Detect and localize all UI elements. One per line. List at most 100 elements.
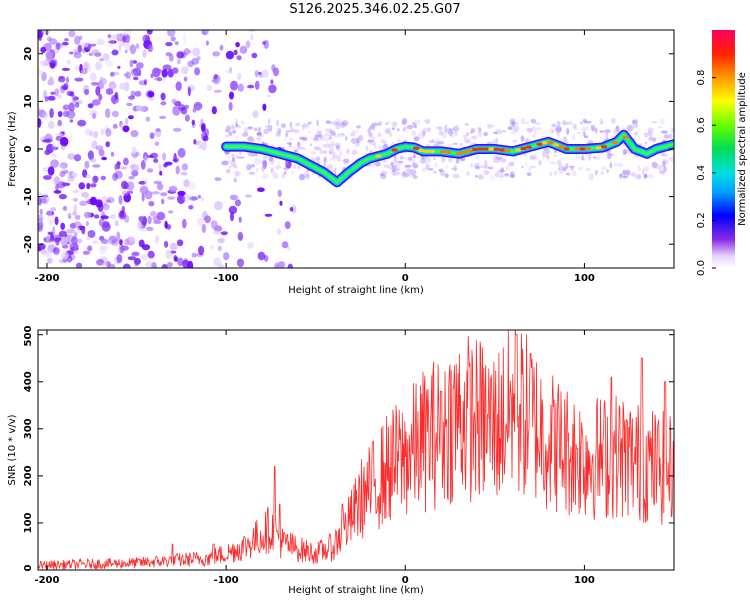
spectrogram-halo-blob [585,126,589,131]
spectrogram-noise-blob [172,127,182,132]
spectrogram-halo-blob [381,140,388,144]
spectrogram-halo-blob [325,120,331,124]
spectrogram-noise-blob [123,157,129,166]
spectrogram-noise-blob [183,76,188,82]
spectrogram-halo-blob [636,174,642,180]
spectrogram-halo-blob [464,123,469,126]
spectrogram-noise-blob [99,58,104,62]
spectrogram-halo-blob [316,129,320,133]
spectrogram-noise-blob [196,56,201,61]
spectrogram-noise-blob [153,180,162,185]
spectrogram-noise-blob [237,83,244,92]
spectrogram-halo-blob [452,173,460,179]
spectrogram-halo-blob [486,141,494,145]
spectrogram-noise-blob [55,183,59,191]
spectrogram-halo-blob [321,150,327,154]
spectrogram-halo-blob [622,175,627,179]
spectrogram-halo-blob [549,161,556,164]
spectrogram-noise-blob [74,214,81,220]
spectrogram-halo-blob [401,117,408,125]
spectrogram-noise-blob [62,205,68,211]
spectrogram-halo-blob [402,128,406,132]
spectrogram-noise-blob [74,77,84,82]
spectrogram-noise-blob [81,227,86,235]
spectrogram-halo-blob [460,143,463,146]
spectrogram-halo-blob [391,127,395,130]
spectrogram-halo-blob [256,168,259,173]
spectrogram-noise-blob [47,95,56,101]
spectrogram-noise-blob [150,211,157,217]
spectrogram-halo-blob [381,176,385,179]
spectrogram-halo-blob [274,165,282,170]
spectrogram-halo-blob [329,147,334,154]
spectrogram-noise-blob [144,190,153,200]
spectrogram-noise-blob [177,257,184,267]
spectrogram-halo-blob [417,119,420,125]
spectrogram-halo-blob [341,120,349,127]
spectrogram-halo-blob [453,164,457,172]
spectrogram-halo-blob [329,134,332,139]
spectrogram-halo-blob [289,121,293,128]
spectrogram-halo-blob [356,125,361,129]
spectrogram-noise-blob [212,51,221,57]
spectrogram-noise-blob [161,198,165,205]
spectrogram-noise-blob [239,45,248,54]
colorbar: 0.0 0.2 0.4 0.6 0.8 Normalized spectral ampl… [696,30,748,276]
spectrogram-noise-blob [87,103,94,109]
spectrogram-noise-blob [201,30,209,36]
colorbar-label: Normalized spectral amplitude [737,72,748,226]
spectrogram-halo-blob [622,152,627,155]
spectrogram-halo-blob [314,156,320,162]
spectrogram-noise-blob [213,74,218,80]
spectrogram-noise-blob [92,175,99,184]
spectrogram-noise-blob [117,65,121,69]
spectrogram-noise-blob [153,68,162,74]
spectrogram-halo-blob [283,167,289,171]
spectrogram-noise-blob [202,135,209,142]
spectrogram-halo-blob [521,165,524,169]
spectrogram-halo-blob [281,172,285,179]
spectrogram-noise-blob [143,79,148,86]
spectrogram-ridge-hotspot [622,135,629,139]
spectrogram-halo-blob [403,126,411,129]
spectrogram-noise-blob [73,154,82,162]
spectrogram-halo-blob [438,129,442,132]
spectrogram-noise-blob [116,254,123,264]
spectrogram-halo-blob [440,155,446,163]
spectrogram-ridge-hotspot [493,147,500,151]
spectrogram-halo-blob [412,154,416,159]
spectrogram-halo-blob [412,163,419,169]
spectrogram-halo-blob [648,136,654,141]
spectrogram-halo-blob [661,130,668,134]
spectrogram-noise-blob [128,176,135,180]
spectrogram-noise-blob [39,198,47,204]
spectrogram-noise-blob [68,30,76,38]
spectrogram-noise-blob [230,80,238,91]
spectrogram-noise-blob [49,108,54,119]
spectrogram-halo-blob [314,134,322,138]
spectrogram-halo-blob [276,119,279,127]
spectrogram-noise-blob [229,194,238,201]
spectrogram-noise-blob [41,71,47,82]
spectrogram-ridge-hotspot [520,147,527,150]
spectrogram-y-tick-label: 10 [23,94,34,108]
spectrogram-halo-blob [350,132,356,137]
spectrogram-noise-blob [266,94,272,98]
spectrogram-halo-blob [611,153,614,156]
spectrogram-ridge-hotspot [439,150,446,154]
spectrogram-halo-blob [470,135,478,140]
spectrogram-noise-blob [129,164,135,168]
colorbar-tick-label: 0.8 [696,70,707,86]
spectrogram-noise-blob [164,161,173,166]
spectrogram-noise-blob [127,115,134,120]
spectrogram-noise-blob [101,156,107,161]
spectrogram-noise-blob [213,89,222,94]
spectrogram-noise-blob [38,105,41,114]
spectrogram-halo-blob [550,130,555,133]
spectrogram-halo-blob [464,139,472,144]
spectrogram-ridge-hotspot [466,149,473,153]
spectrogram-halo-blob [593,156,596,160]
spectrogram-noise-blob [77,238,83,244]
spectrogram-noise-blob [38,226,43,232]
spectrogram-halo-blob [569,121,573,125]
